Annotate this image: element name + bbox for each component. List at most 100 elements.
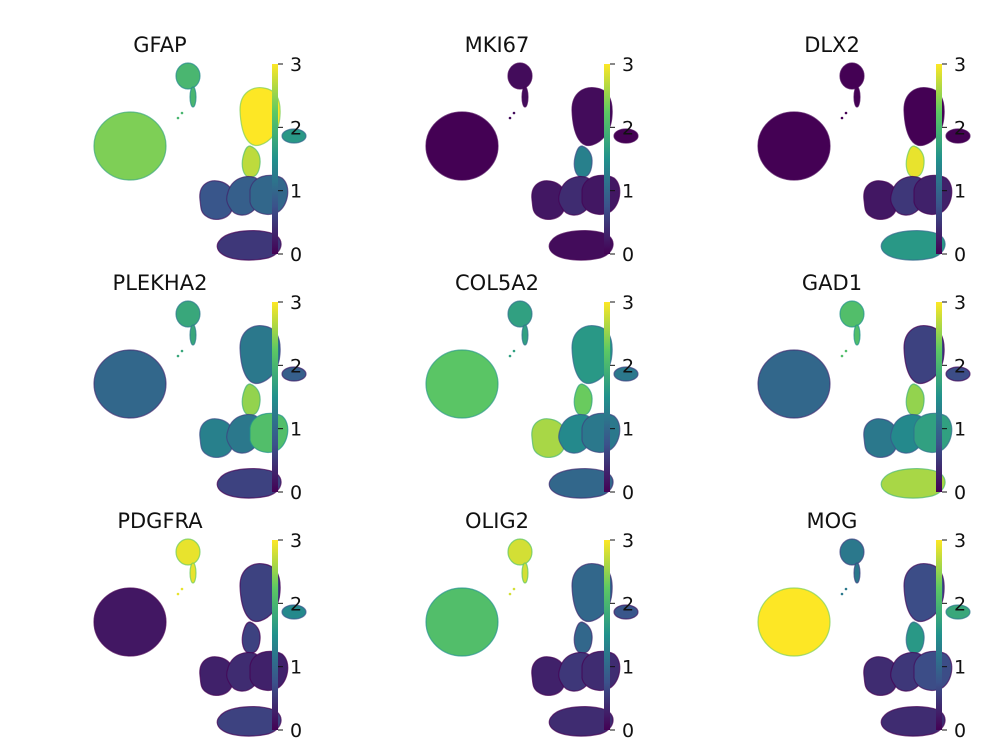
stray-cell-point [512,111,516,115]
cluster-bottom [548,468,614,499]
colorbar-tick-label: 1 [290,419,302,441]
cluster-neck [573,145,593,178]
umap-embedding [757,62,971,261]
colorbar [936,302,942,492]
cluster-oligo [757,587,831,657]
cluster-oligo [757,111,831,181]
cluster-bottom [880,230,946,261]
cluster-opc-tail [521,562,529,584]
colorbar-tick-label: 2 [954,355,966,377]
cluster-astro-side [945,128,971,144]
umap-embedding [425,538,639,737]
colorbar-tick-label: 1 [290,657,302,679]
colorbar-tick-label: 3 [290,54,302,76]
umap-panel-mki67: MKI67 0 1 2 3 [425,33,639,266]
cluster-mid-right [249,174,289,215]
cluster-oligo [93,111,167,181]
stray-cell-point [840,116,844,120]
colorbar-tick-label: 0 [622,720,634,742]
cluster-opc-tail [189,86,197,108]
stray-cell-point [844,111,848,115]
cluster-astro-side [281,128,307,144]
colorbar-tick-label: 2 [622,117,634,139]
colorbar-tick-label: 1 [954,419,966,441]
cluster-opc-tail [853,324,861,346]
cluster-astro-side [281,366,307,382]
cluster-opc [507,300,533,328]
umap-embedding [93,538,307,737]
cluster-opc [175,300,201,328]
colorbar [272,64,278,254]
colorbar-tick-label: 3 [290,292,302,314]
colorbar-tick-label: 3 [954,530,966,552]
cluster-opc [507,538,533,566]
colorbar [272,302,278,492]
umap-embedding [425,62,639,261]
colorbar [936,540,942,730]
colorbar-tick-label: 0 [290,720,302,742]
colorbar [604,64,610,254]
cluster-neck [241,383,261,416]
umap-panel-gfap: GFAP 0 1 2 3 [93,33,307,266]
cluster-astro-side [613,128,639,144]
colorbar-tick-label: 2 [954,593,966,615]
panel-title: MKI67 [465,33,530,57]
colorbar-tick-label: 2 [290,355,302,377]
cluster-astro [571,563,613,623]
stray-cell-point [176,116,180,120]
cluster-opc [839,62,865,90]
stray-cell-point [840,592,844,596]
colorbar-tick-label: 0 [954,720,966,742]
cluster-bottom [216,468,282,499]
cluster-astro [571,325,613,385]
cluster-neck [241,145,261,178]
cluster-mid-right [581,650,621,691]
colorbar-tick-label: 0 [622,482,634,504]
cluster-bottom [216,230,282,261]
cluster-astro-side [613,604,639,620]
colorbar-tick-label: 3 [622,530,634,552]
cluster-mid-right [913,412,953,453]
stray-cell-point [844,587,848,591]
colorbar-tick-label: 2 [954,117,966,139]
stray-cell-point [176,592,180,596]
colorbar [272,540,278,730]
stray-cell-point [180,349,184,353]
umap-panel-plekha2: PLEKHA2 0 1 2 3 [93,271,307,504]
cluster-mid-right [581,412,621,453]
cluster-neck [905,621,925,654]
cluster-opc-tail [521,324,529,346]
cluster-neck [905,383,925,416]
cluster-opc-tail [521,86,529,108]
panel-title: GAD1 [802,271,862,295]
stray-cell-point [512,349,516,353]
cluster-opc-tail [853,562,861,584]
cluster-mid-right [249,650,289,691]
panel-title: PLEKHA2 [113,271,208,295]
colorbar [604,540,610,730]
cluster-oligo [93,349,167,419]
panel-title: GFAP [133,33,186,57]
panel-title: MOG [807,509,858,533]
cluster-opc [507,62,533,90]
cluster-astro-side [945,604,971,620]
cluster-mid-right [249,412,289,453]
cluster-oligo [425,349,499,419]
colorbar-tick-label: 0 [954,244,966,266]
cluster-bottom [880,468,946,499]
colorbar-tick-label: 2 [290,117,302,139]
cluster-neck [573,621,593,654]
colorbar-tick-label: 1 [622,181,634,203]
cluster-mid-right [913,650,953,691]
cluster-astro-side [281,604,307,620]
stray-cell-point [840,354,844,358]
umap-panel-mog: MOG 0 1 2 3 [757,509,971,742]
cluster-opc-tail [853,86,861,108]
stray-cell-point [508,354,512,358]
cluster-oligo [757,349,831,419]
cluster-astro-side [613,366,639,382]
umap-panel-olig2: OLIG2 0 1 2 3 [425,509,639,742]
cluster-opc [175,538,201,566]
cluster-astro [571,87,613,147]
